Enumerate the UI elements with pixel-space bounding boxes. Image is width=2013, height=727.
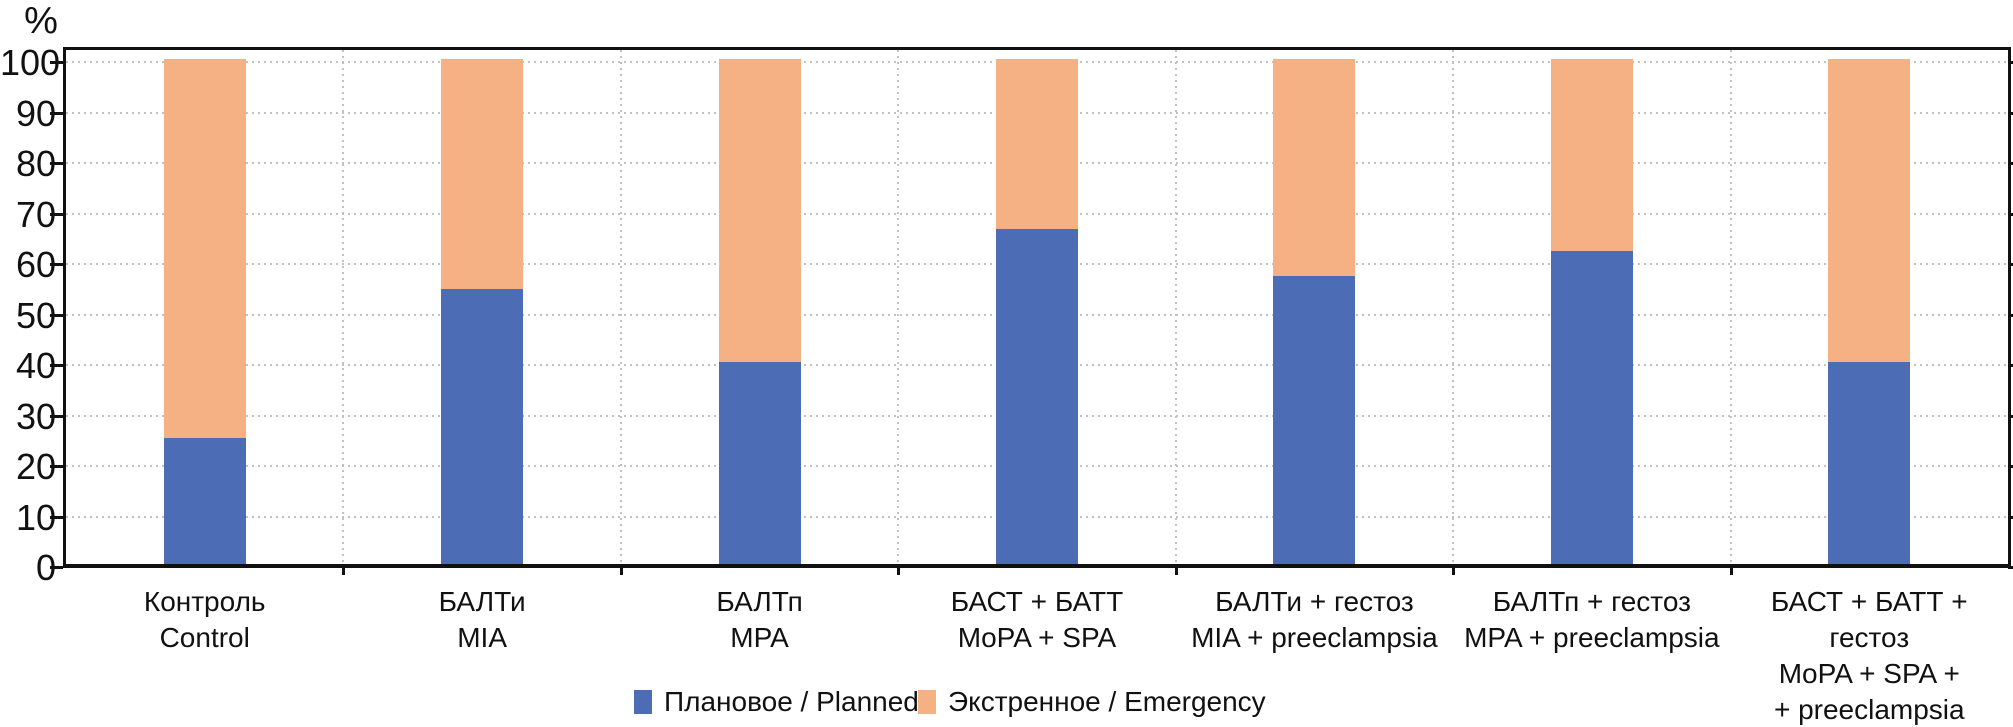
x-axis-category-label: БАЛТп MPA [621,584,898,656]
stacked-bar [718,59,801,564]
bar-segment-emergency [1273,59,1356,277]
y-axis-tick-label: 70 [15,193,56,235]
bar-segment-emergency [1828,59,1911,362]
y-axis-tick-mark-right [2008,111,2013,115]
y-axis-tick-mark-right [2008,515,2013,519]
x-axis-category-label-line: + preeclampsia [1773,694,1965,725]
x-axis-category-label: БАЛТп + гестоз MPA + preeclampsia [1453,584,1730,656]
gridline-vertical [897,50,900,564]
x-axis-category-label: БАЛТи MIA [343,584,620,656]
y-axis-tick-label: 100 [0,42,61,83]
gridline-vertical [342,50,345,564]
y-axis-tick-label: 10 [15,496,56,538]
y-axis-tick-mark-left [50,212,63,216]
stacked-bar [1828,59,1911,564]
x-axis-category-label: Контроль Control [66,584,343,656]
y-axis-tick-mark-left [50,465,63,468]
y-axis-tick-mark-left [50,414,63,418]
x-axis-category-label-line: MoPA + SPA [957,622,1117,653]
x-axis-tick-mark [1452,566,1456,575]
x-axis-category-label-line: MoPA + SPA + [1778,658,1960,689]
bar-segment-planned [441,288,524,564]
legend-item: Экстренное / Emergency [918,687,1266,717]
x-axis-category-label-line: MPA + preeclampsia [1464,622,1720,653]
plot-area [63,47,2011,568]
y-axis-unit-label: % [24,0,58,42]
x-axis-category-label-line: БАЛТи [438,586,526,617]
y-axis-tick-mark-left [50,566,63,569]
x-axis-category-label-line: MPA [730,622,789,653]
x-axis-category-label-line: БАЛТи + гестоз [1215,586,1414,617]
stacked-bar [163,59,246,564]
legend-label: Плановое / Planned [664,686,919,717]
bar-segment-emergency [718,59,801,362]
legend: Плановое / Planned Экстренное / Emergency [0,687,2013,719]
x-axis-tick-mark [1729,566,1733,575]
x-axis-tick-mark [1174,566,1178,575]
stacked-bar [1273,59,1356,564]
y-axis-tick-mark-left [50,515,63,519]
y-axis-tick-label: 30 [15,395,56,437]
x-axis-category-label-line: БАСТ + БАТТ + гестоз [1770,586,1968,653]
y-axis-tick-mark-right [2008,162,2013,165]
y-axis-tick-label: 90 [15,92,56,134]
y-axis-tick-mark-right [2008,566,2013,569]
gridline-vertical [1729,50,1732,564]
x-axis-category-label-line: Контроль [143,586,266,617]
bar-segment-emergency [996,59,1078,229]
bar-segment-emergency [163,59,246,438]
gridline-vertical [1452,50,1455,564]
bar-segment-emergency [1550,59,1633,251]
legend-swatch-emergency [918,690,936,714]
y-axis-tick-mark-left [50,313,63,317]
y-axis-tick-label: 50 [15,294,56,336]
stacked-bar [1550,59,1633,564]
bar-segment-emergency [441,59,524,289]
y-axis-tick-mark-left [50,111,63,115]
x-axis-category-label-line: MIA [457,622,508,653]
x-axis-tick-mark [897,566,901,575]
y-axis-tick-mark-right [2008,212,2013,216]
bar-segment-planned [1828,362,1911,564]
gridline-vertical [1174,50,1177,564]
bar-segment-planned [1273,276,1356,564]
x-axis-category-label-line: Control [159,622,250,653]
gridline-vertical [619,50,622,564]
y-axis-tick-mark-right [2008,263,2013,266]
y-axis-tick-label: 60 [15,244,56,285]
bar-segment-planned [163,437,246,564]
x-axis-category-label-line: БАЛТп [716,586,803,617]
x-axis-category-label-line: MIA + preeclampsia [1191,622,1438,653]
legend-item: Плановое / Planned [634,687,919,717]
x-axis-tick-mark [619,566,623,575]
legend-label: Экстренное / Emergency [948,686,1266,717]
x-axis-category-label-line: БАЛТп + гестоз [1492,586,1691,617]
y-axis-tick-mark-right [2008,414,2013,418]
y-axis-tick-mark-left [50,162,63,165]
y-axis-tick-label: 20 [15,446,56,487]
y-axis-tick-mark-left [50,263,63,266]
legend-swatch-planned [634,690,652,714]
bar-segment-planned [1550,250,1633,564]
y-axis-tick-label: 40 [15,345,56,386]
bar-segment-planned [996,228,1078,564]
y-axis-tick-mark-right [2008,364,2013,367]
x-axis-category-label: БАСТ + БАТТ + гестоз MoPA + SPA + + preecl… [1731,584,2008,727]
y-axis-tick-mark-right [2008,465,2013,468]
y-axis-tick-mark-right [2008,61,2013,64]
y-axis-tick-mark-left [50,364,63,367]
y-axis-tick-label: 80 [15,143,56,184]
x-axis-category-label: БАСТ + БАТТ MoPA + SPA [898,584,1175,656]
x-axis-category-label: БАЛТи + гестоз MIA + preeclampsia [1176,584,1453,656]
x-axis-category-label-line: БАСТ + БАТТ [950,586,1124,617]
stacked-bar [996,59,1078,564]
bar-segment-planned [718,362,801,564]
y-axis-tick-mark-left [50,61,63,64]
stacked-bar [441,59,524,564]
x-axis-tick-mark [342,566,346,575]
y-axis-tick-mark-right [2008,313,2013,317]
y-axis-tick-label: 0 [35,547,56,588]
